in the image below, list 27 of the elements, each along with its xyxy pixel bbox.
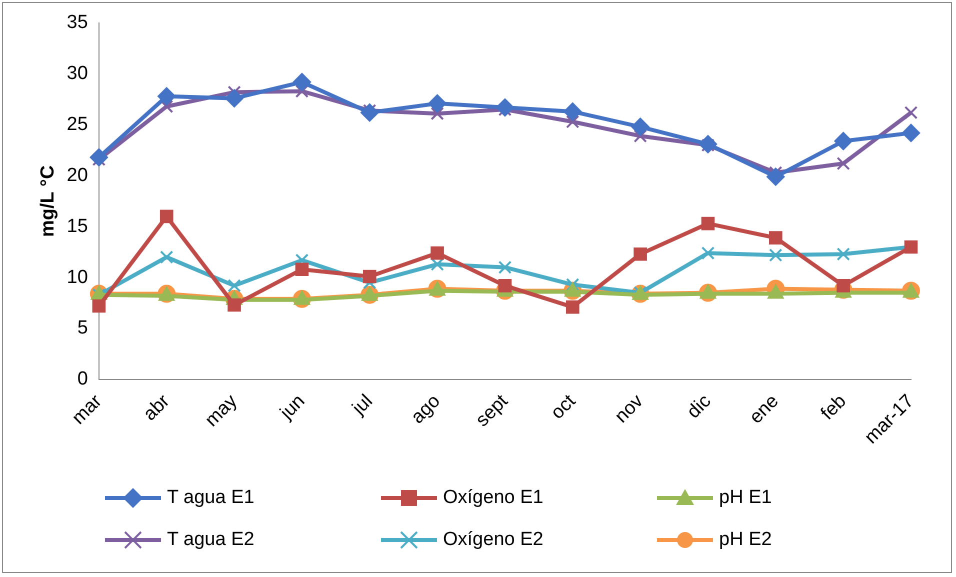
x-tick-label: may bbox=[201, 390, 242, 432]
y-tick-label: 35 bbox=[66, 12, 88, 34]
legend-label: Oxígeno E2 bbox=[443, 529, 544, 551]
x-tick-label: ene bbox=[746, 390, 783, 428]
x-tick-label: jul bbox=[348, 390, 377, 420]
y-tick-label: 20 bbox=[66, 164, 88, 186]
y-tick-label: 5 bbox=[77, 318, 88, 339]
y-tick-label: 30 bbox=[66, 63, 88, 84]
x-tick-label: ago bbox=[407, 390, 445, 428]
x-tick-label: jun bbox=[276, 390, 310, 424]
x-tick-label: oct bbox=[547, 390, 580, 424]
x-tick-label: dic bbox=[683, 390, 716, 423]
y-tick-label: 25 bbox=[66, 114, 88, 136]
y-tick-label: 0 bbox=[77, 368, 88, 390]
x-tick-label: mar bbox=[68, 390, 107, 429]
y-axis-title: mg/L °C bbox=[38, 165, 59, 237]
legend-label: Oxígeno E1 bbox=[443, 487, 544, 509]
x-tick-label: nov bbox=[611, 390, 648, 428]
legend-label: pH E2 bbox=[719, 529, 772, 551]
x-tick-label: feb bbox=[817, 390, 851, 424]
legend-label: pH E1 bbox=[719, 487, 772, 509]
y-tick-label: 10 bbox=[66, 266, 88, 288]
x-tick-label: sept bbox=[472, 390, 513, 432]
y-tick-label: 15 bbox=[66, 216, 88, 237]
legend-label: T agua E2 bbox=[167, 529, 254, 551]
x-tick-label: abr bbox=[140, 390, 174, 426]
legend-label: T agua E1 bbox=[167, 487, 254, 509]
